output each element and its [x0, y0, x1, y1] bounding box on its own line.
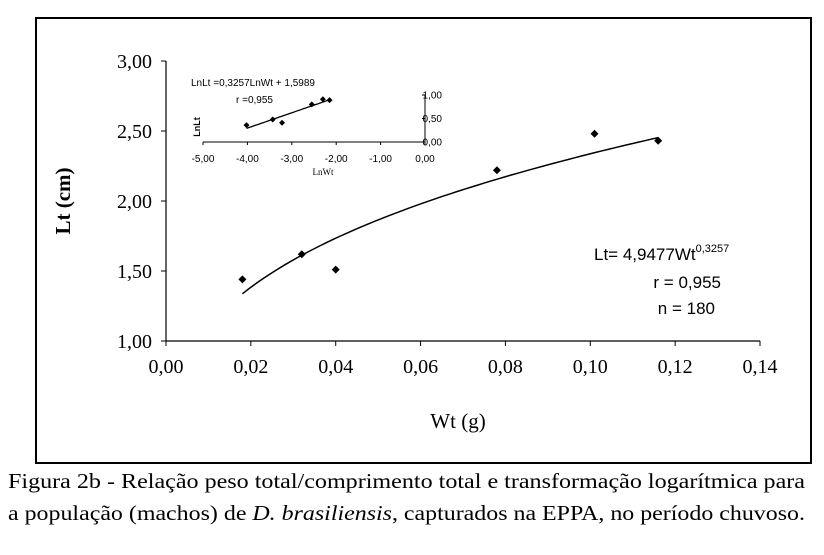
x-tick-label: -4,00 — [236, 154, 259, 165]
inset-y-label: LnLt — [192, 117, 202, 137]
data-point — [308, 101, 315, 108]
x-tick-label: -5,00 — [192, 154, 215, 165]
n-annotation: n = 180 — [658, 299, 715, 318]
x-tick-label: 0,02 — [233, 356, 268, 378]
y-tick-label: 0,50 — [423, 114, 443, 125]
figure-frame — [35, 17, 812, 464]
y-tick-label: 1,50 — [117, 261, 152, 283]
y-tick-label: 1,00 — [423, 91, 443, 102]
data-point — [654, 136, 663, 145]
data-point — [590, 129, 599, 138]
x-tick-label: 0,00 — [415, 154, 435, 165]
inset-x-label: LnWt — [313, 167, 334, 177]
y-tick-label: 2,00 — [117, 191, 152, 213]
equation-annotation: Lt= 4,9477Wt0,3257 — [594, 243, 729, 264]
x-tick-label: 0,12 — [658, 356, 693, 378]
inset-trendline — [246, 99, 330, 130]
data-point — [331, 265, 340, 274]
x-tick-label: -3,00 — [280, 154, 303, 165]
caption-line-1: Figura 2b - Relação peso total/comprimen… — [8, 469, 806, 493]
x-tick-label: 0,06 — [403, 356, 438, 378]
main-chart: 0,00 0,02 0,04 0,06 0,08 0,10 0,12 0,14 1,00 1,5… — [51, 51, 778, 433]
data-point — [243, 122, 250, 129]
inset-r: r =0,955 — [236, 95, 273, 106]
main-y-label: Lt (cm) — [51, 167, 75, 234]
inset-chart: -5,00 -4,00 -3,00 -2,00 -1,00 0,00 0,00 0,50 1,… — [191, 78, 442, 177]
data-point — [319, 96, 326, 103]
y-tick-label: 2,50 — [117, 121, 152, 143]
data-point — [279, 119, 286, 126]
x-tick-label: 0,00 — [149, 356, 184, 378]
y-tick-label: 1,00 — [117, 331, 152, 353]
x-tick-label: 0,10 — [573, 356, 608, 378]
main-trendline — [241, 136, 659, 295]
y-tick-label: 0,00 — [423, 138, 443, 149]
data-point — [297, 250, 306, 259]
main-x-label: Wt (g) — [430, 409, 485, 433]
x-tick-label: 0,08 — [488, 356, 523, 378]
r-annotation: r = 0,955 — [653, 273, 721, 292]
x-tick-label: 0,04 — [318, 356, 353, 378]
x-tick-label: -1,00 — [369, 154, 392, 165]
inset-equation: LnLt =0,3257LnWt + 1,5989 — [191, 78, 315, 89]
data-point — [269, 116, 276, 123]
data-point — [492, 166, 501, 175]
x-tick-label: -2,00 — [325, 154, 348, 165]
caption-line-2: a população (machos) de D. brasiliensis,… — [8, 501, 805, 525]
data-point — [326, 97, 333, 104]
data-point — [238, 275, 247, 284]
y-tick-label: 3,00 — [117, 51, 152, 73]
x-tick-label: 0,14 — [743, 356, 778, 378]
